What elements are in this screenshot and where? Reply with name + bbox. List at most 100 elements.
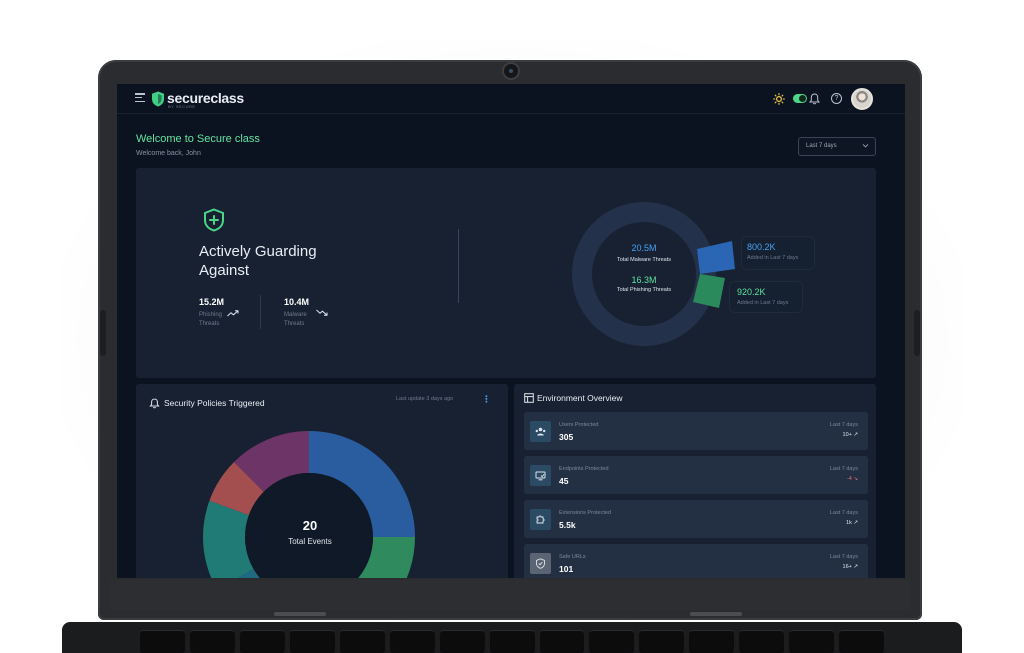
key: [739, 630, 785, 653]
env-row-safe-urls[interactable]: Safe URLs 101 Last 7 days 16+ ↗: [524, 544, 868, 578]
malware-added-label: Added in Last 7 days: [747, 255, 799, 261]
key: [189, 630, 235, 653]
key: [239, 630, 285, 653]
change-value: 10+: [842, 432, 852, 438]
shield-logo-icon: [152, 91, 164, 107]
env-row-users[interactable]: Users Protected 305 Last 7 days 10+ ↗: [524, 412, 868, 450]
last-update-text: Last update 3 days ago: [396, 396, 454, 402]
laptop-hinge-left: [274, 612, 326, 616]
threats-donut-chart: [572, 202, 735, 346]
laptop-side-button-right: [914, 310, 920, 356]
phishing-added-label: Added in Last 7 days: [737, 300, 789, 306]
laptop-side-button-left: [100, 310, 106, 356]
change-value: 1k: [846, 520, 852, 526]
key: [339, 630, 385, 653]
endpoint-monitor-icon: [530, 465, 551, 486]
donut-segment-red[interactable]: [209, 462, 264, 516]
env-row-label: Safe URLs: [559, 554, 586, 560]
phishing-threats-value: 15.2M: [199, 297, 225, 307]
top-bar: secureclass BY SECURE ?: [117, 84, 905, 114]
sun-icon[interactable]: [773, 93, 785, 105]
key: [140, 630, 185, 653]
date-range-value: Last 7 days: [806, 143, 837, 149]
key: [639, 630, 685, 653]
keyboard-row: [140, 630, 885, 653]
donut-segment-green[interactable]: [329, 537, 415, 578]
overview-grid-icon: [524, 393, 534, 403]
avatar[interactable]: [851, 88, 873, 110]
bell-icon: [149, 398, 160, 409]
malware-added-segment[interactable]: [697, 241, 735, 274]
env-row-change: 1k ↗: [846, 520, 858, 526]
key: [389, 630, 435, 653]
more-options-icon[interactable]: ⋮: [482, 394, 491, 404]
env-row-change: 16+ ↗: [843, 564, 858, 570]
bell-icon[interactable]: [809, 93, 820, 105]
malware-threats-value: 10.4M: [284, 297, 310, 307]
key: [689, 630, 735, 653]
env-row-change: -4 ↘: [847, 476, 858, 482]
phishing-threats-label: Phishing Threats: [199, 312, 223, 327]
menu-collapse-icon[interactable]: [135, 93, 145, 103]
page-subtitle: Welcome back, John: [136, 150, 201, 157]
trend-up-icon: ↗: [853, 520, 858, 526]
env-row-endpoints[interactable]: Endpoints Protected 45 Last 7 days -4 ↘: [524, 456, 868, 494]
theme-toggle[interactable]: [793, 94, 807, 103]
total-events-label: Total Events: [288, 537, 332, 546]
env-row-label: Endpoints Protected: [559, 466, 609, 472]
trend-up-icon: ↗: [853, 564, 858, 570]
trend-up-icon: [227, 310, 239, 317]
shield-plus-icon: [204, 208, 224, 232]
env-row-value: 305: [559, 432, 574, 442]
env-row-value: 5.5k: [559, 520, 576, 530]
key: [589, 630, 635, 653]
donut-segment-teal[interactable]: [217, 569, 342, 578]
env-row-change: 10+ ↗: [843, 432, 858, 438]
key: [789, 630, 835, 653]
donut-segment-purple[interactable]: [234, 431, 309, 492]
change-value: -4: [846, 476, 852, 482]
env-row-value: 101: [559, 564, 574, 574]
donut-center: [245, 473, 373, 578]
env-row-extensions[interactable]: Extensions Protected 5.5k Last 7 days 1k…: [524, 500, 868, 538]
env-row-period: Last 7 days: [829, 510, 858, 516]
phishing-added-callout: [729, 281, 803, 313]
date-range-select[interactable]: Last 7 days: [798, 137, 876, 156]
change-value: 16+: [842, 564, 852, 570]
env-row-label: Users Protected: [559, 422, 599, 428]
hero-title: Actively Guarding Against: [199, 243, 317, 279]
trend-up-icon: ↗: [853, 432, 858, 438]
malware-threats-label: Malware Threats: [284, 312, 307, 327]
trend-down-icon: [316, 309, 328, 316]
chevron-down-icon: [862, 144, 869, 148]
laptop-hinge-right: [690, 612, 742, 616]
webcam-lens: [509, 69, 513, 73]
env-row-period: Last 7 days: [829, 466, 858, 472]
env-row-value: 45: [559, 476, 569, 486]
donut-segment-blue[interactable]: [309, 431, 415, 537]
environment-overview-title: Environment Overview: [537, 393, 623, 403]
screen-content: Actively Guarding Against 15.2M Phishing…: [117, 84, 905, 578]
shield-check-icon: [530, 553, 551, 574]
page-title: Welcome to Secure class: [136, 133, 260, 145]
malware-added-value: 800.2K: [747, 242, 776, 252]
key: [289, 630, 335, 653]
phishing-added-segment[interactable]: [693, 274, 725, 308]
env-row-period: Last 7 days: [829, 554, 858, 560]
help-icon[interactable]: ?: [831, 93, 842, 104]
donut-segment-teal-2[interactable]: [203, 500, 254, 578]
laptop-bottom-bezel: [110, 580, 910, 610]
trend-down-icon: ↘: [853, 476, 858, 482]
brand-name[interactable]: secureclass: [167, 90, 244, 106]
puzzle-icon: [530, 509, 551, 530]
total-malware-value: 20.5M: [631, 243, 657, 253]
threat-summary-card: [136, 168, 876, 378]
total-malware-label: Total Malware Threats: [616, 257, 671, 263]
policies-donut-chart: [203, 431, 415, 578]
security-policies-title: Security Policies Triggered: [164, 398, 265, 408]
total-events-value: 20: [302, 518, 318, 533]
env-row-period: Last 7 days: [829, 422, 858, 428]
donut-track: [572, 202, 716, 346]
key: [839, 630, 885, 653]
key: [539, 630, 585, 653]
